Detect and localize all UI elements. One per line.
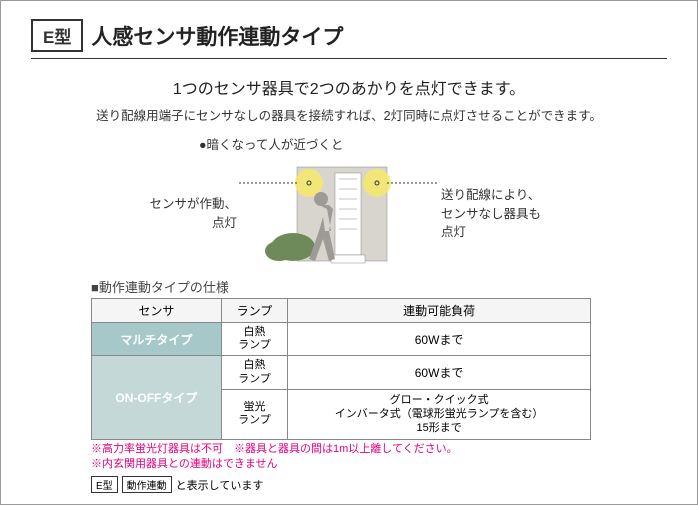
note-2: ※内玄関用器具との連動はできません (91, 457, 667, 472)
table-row: ON-OFFタイプ 白熱ランプ 60Wまで (92, 356, 591, 389)
diagram-left-label: センサが作動、 点灯 (127, 195, 237, 233)
th-sensor: センサ (92, 299, 222, 323)
cell-lamp-1: 白熱ランプ (221, 356, 287, 389)
type-badge: E型 (31, 19, 83, 52)
note-1: ※高力率蛍光灯器具は不可 ※器具と器具の間は1m以上離してください。 (91, 442, 667, 457)
table-row: マルチタイプ 白熱ランプ 60Wまで (92, 323, 591, 356)
page: E型 人感センサ動作連動タイプ 1つのセンサ器具で2つのあかりを点灯できます。 … (0, 0, 698, 505)
diagram-left-1: センサが作動、 (149, 197, 237, 211)
notes: ※高力率蛍光灯器具は不可 ※器具と器具の間は1m以上離してください。 ※内玄関用… (91, 442, 667, 473)
diagram-left-2: 点灯 (212, 216, 237, 230)
cell-load-0: 60Wまで (288, 323, 591, 356)
cell-sensor-multi: マルチタイプ (92, 323, 222, 356)
diagram-right-label: 送り配線により、 センサなし器具も 点灯 (441, 186, 571, 242)
footer-text: と表示しています (176, 477, 264, 493)
diagram-right-2: センサなし器具も (441, 207, 541, 221)
sub-lead: 送り配線用端子にセンサなしの器具を接続すれば、2灯同時に点灯させることができます… (31, 105, 667, 124)
footer-badge-1: E型 (91, 476, 118, 493)
footer-badge-2: 動作連動 (122, 476, 172, 493)
spec-table: センサ ランプ 連動可能負荷 マルチタイプ 白熱ランプ 60Wまで ON-OFF… (91, 298, 591, 440)
table-header-row: センサ ランプ 連動可能負荷 (92, 299, 591, 323)
header: E型 人感センサ動作連動タイプ (31, 19, 667, 59)
cell-load-1: 60Wまで (288, 356, 591, 389)
cell-load-2: グロー・クイック式インバータ式（電球形蛍光ランプを含む）15形まで (288, 389, 591, 439)
cell-lamp-0: 白熱ランプ (221, 323, 287, 356)
footer: E型 動作連動 と表示しています (91, 476, 667, 493)
diagram-svg (239, 159, 439, 269)
cell-sensor-onoff: ON-OFFタイプ (92, 356, 222, 439)
diagram-right-1: 送り配線により、 (441, 188, 540, 202)
th-lamp: ランプ (221, 299, 287, 323)
diagram-block: ●暗くなって人が近づくと センサが作動、 点灯 (109, 134, 589, 269)
th-load: 連動可能負荷 (288, 299, 591, 323)
diagram-caption: ●暗くなって人が近づくと (199, 134, 589, 153)
diagram-right-3: 点灯 (441, 225, 466, 239)
spec-title: ■動作連動タイプの仕様 (91, 277, 667, 296)
main-lead: 1つのセンサ器具で2つのあかりを点灯できます。 (31, 75, 667, 99)
cell-lamp-2: 蛍光ランプ (221, 389, 287, 439)
header-title: 人感センサ動作連動タイプ (91, 21, 343, 51)
